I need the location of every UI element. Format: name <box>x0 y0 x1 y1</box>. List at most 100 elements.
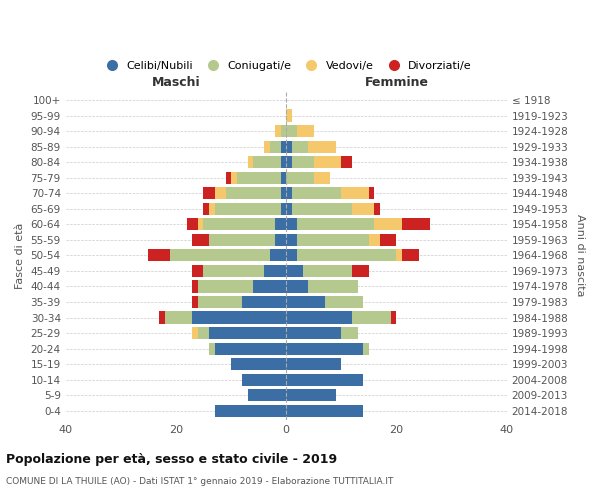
Bar <box>203 202 209 215</box>
Bar <box>341 156 352 168</box>
Bar <box>198 280 253 292</box>
Bar <box>193 296 198 308</box>
Bar <box>281 187 286 200</box>
Bar <box>286 312 352 324</box>
Bar <box>292 156 314 168</box>
Text: COMUNE DI LA THUILE (AO) - Dati ISTAT 1° gennaio 2019 - Elaborazione TUTTITALIA.: COMUNE DI LA THUILE (AO) - Dati ISTAT 1°… <box>6 478 394 486</box>
Bar <box>193 234 209 246</box>
Bar <box>264 140 269 152</box>
Bar <box>281 202 286 215</box>
Bar <box>275 234 286 246</box>
Bar <box>286 327 341 339</box>
Bar <box>352 265 369 277</box>
Bar <box>242 374 286 386</box>
Bar <box>292 202 352 215</box>
Bar <box>286 342 364 354</box>
Bar <box>286 374 364 386</box>
Bar <box>281 125 286 137</box>
Y-axis label: Fasce di età: Fasce di età <box>15 222 25 288</box>
Bar <box>203 218 275 230</box>
Bar <box>286 172 314 183</box>
Bar <box>286 358 341 370</box>
Bar <box>286 140 292 152</box>
Bar <box>391 312 397 324</box>
Bar <box>374 202 380 215</box>
Bar <box>297 218 374 230</box>
Text: Maschi: Maschi <box>152 76 200 89</box>
Bar <box>226 187 281 200</box>
Bar <box>198 296 242 308</box>
Bar <box>193 327 198 339</box>
Bar <box>209 234 275 246</box>
Bar <box>286 265 303 277</box>
Bar <box>286 405 364 417</box>
Bar <box>187 218 198 230</box>
Bar <box>209 202 215 215</box>
Bar <box>286 250 297 262</box>
Bar <box>215 405 286 417</box>
Bar <box>297 250 397 262</box>
Bar <box>148 250 170 262</box>
Bar <box>226 172 231 183</box>
Text: Femmine: Femmine <box>364 76 428 89</box>
Bar <box>203 187 215 200</box>
Bar <box>170 250 269 262</box>
Bar <box>341 187 369 200</box>
Bar <box>314 172 331 183</box>
Bar <box>297 234 369 246</box>
Bar <box>242 296 286 308</box>
Bar <box>193 265 203 277</box>
Bar <box>286 125 297 137</box>
Bar <box>369 234 380 246</box>
Bar <box>380 234 397 246</box>
Bar <box>281 172 286 183</box>
Bar <box>215 187 226 200</box>
Bar <box>253 280 286 292</box>
Bar <box>231 172 236 183</box>
Y-axis label: Anni di nascita: Anni di nascita <box>575 214 585 296</box>
Bar <box>352 202 374 215</box>
Bar <box>248 389 286 402</box>
Bar <box>286 296 325 308</box>
Bar <box>193 312 286 324</box>
Bar <box>286 156 292 168</box>
Bar <box>275 125 281 137</box>
Bar <box>269 140 281 152</box>
Bar <box>264 265 286 277</box>
Bar <box>402 218 430 230</box>
Bar <box>248 156 253 168</box>
Bar <box>215 342 286 354</box>
Legend: Celibi/Nubili, Coniugati/e, Vedovi/e, Divorziati/e: Celibi/Nubili, Coniugati/e, Vedovi/e, Di… <box>96 56 476 76</box>
Bar <box>286 202 292 215</box>
Bar <box>281 140 286 152</box>
Bar <box>286 234 297 246</box>
Bar <box>286 187 292 200</box>
Bar <box>193 280 198 292</box>
Bar <box>275 218 286 230</box>
Bar <box>209 327 286 339</box>
Bar <box>341 327 358 339</box>
Bar <box>209 342 215 354</box>
Bar <box>374 218 402 230</box>
Bar <box>165 312 193 324</box>
Bar <box>292 140 308 152</box>
Bar <box>402 250 419 262</box>
Bar <box>281 156 286 168</box>
Bar <box>269 250 286 262</box>
Bar <box>314 156 341 168</box>
Bar <box>286 389 336 402</box>
Bar <box>397 250 402 262</box>
Bar <box>203 265 264 277</box>
Bar <box>364 342 369 354</box>
Bar <box>198 327 209 339</box>
Bar <box>286 218 297 230</box>
Bar <box>369 187 374 200</box>
Bar <box>160 312 165 324</box>
Bar <box>286 110 292 122</box>
Bar <box>303 265 352 277</box>
Bar <box>308 140 336 152</box>
Bar <box>198 218 203 230</box>
Bar <box>253 156 281 168</box>
Bar <box>215 202 281 215</box>
Bar <box>308 280 358 292</box>
